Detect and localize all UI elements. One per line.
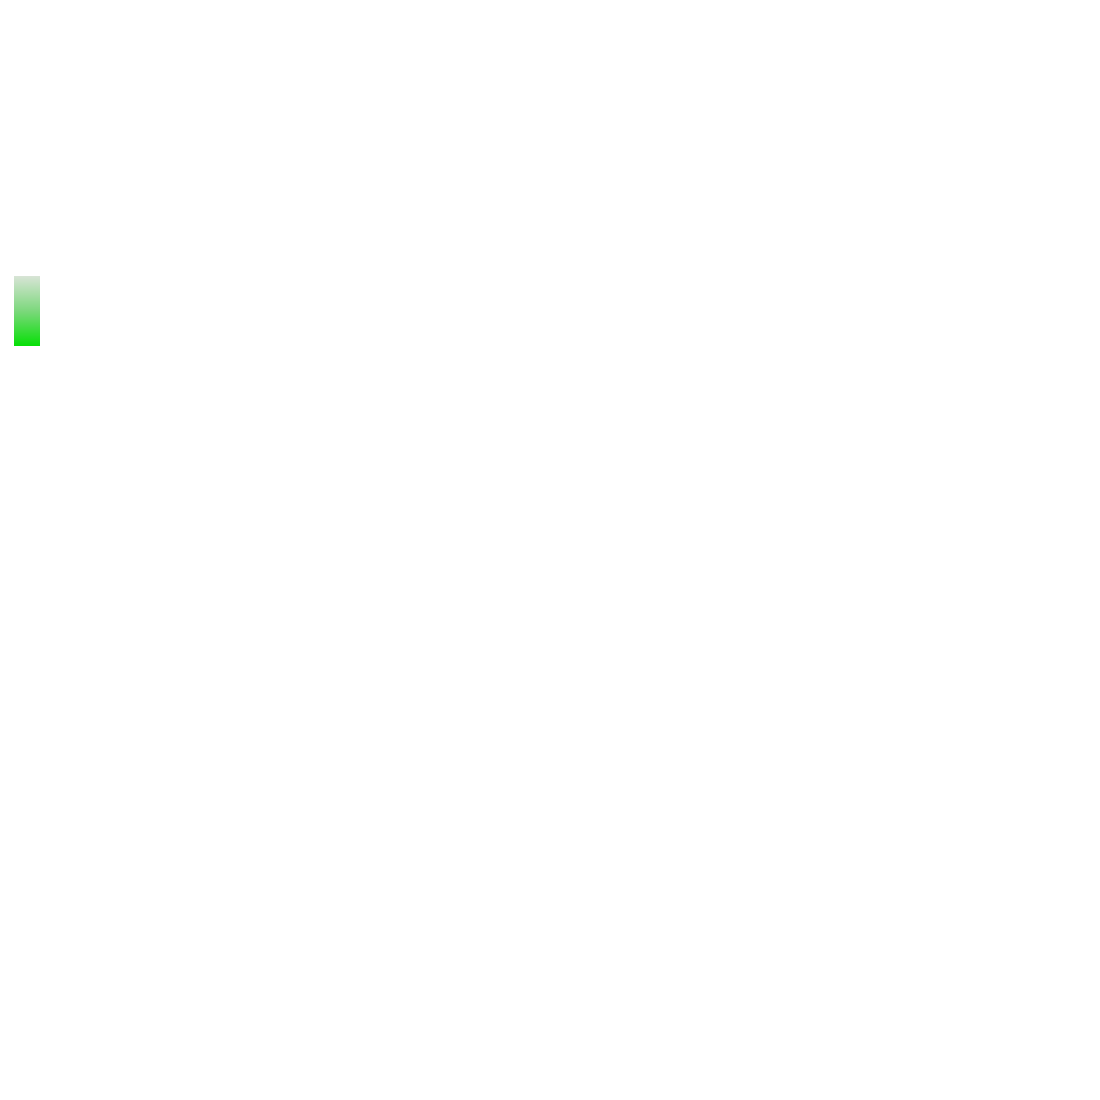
rh-shade-legend	[14, 276, 40, 346]
